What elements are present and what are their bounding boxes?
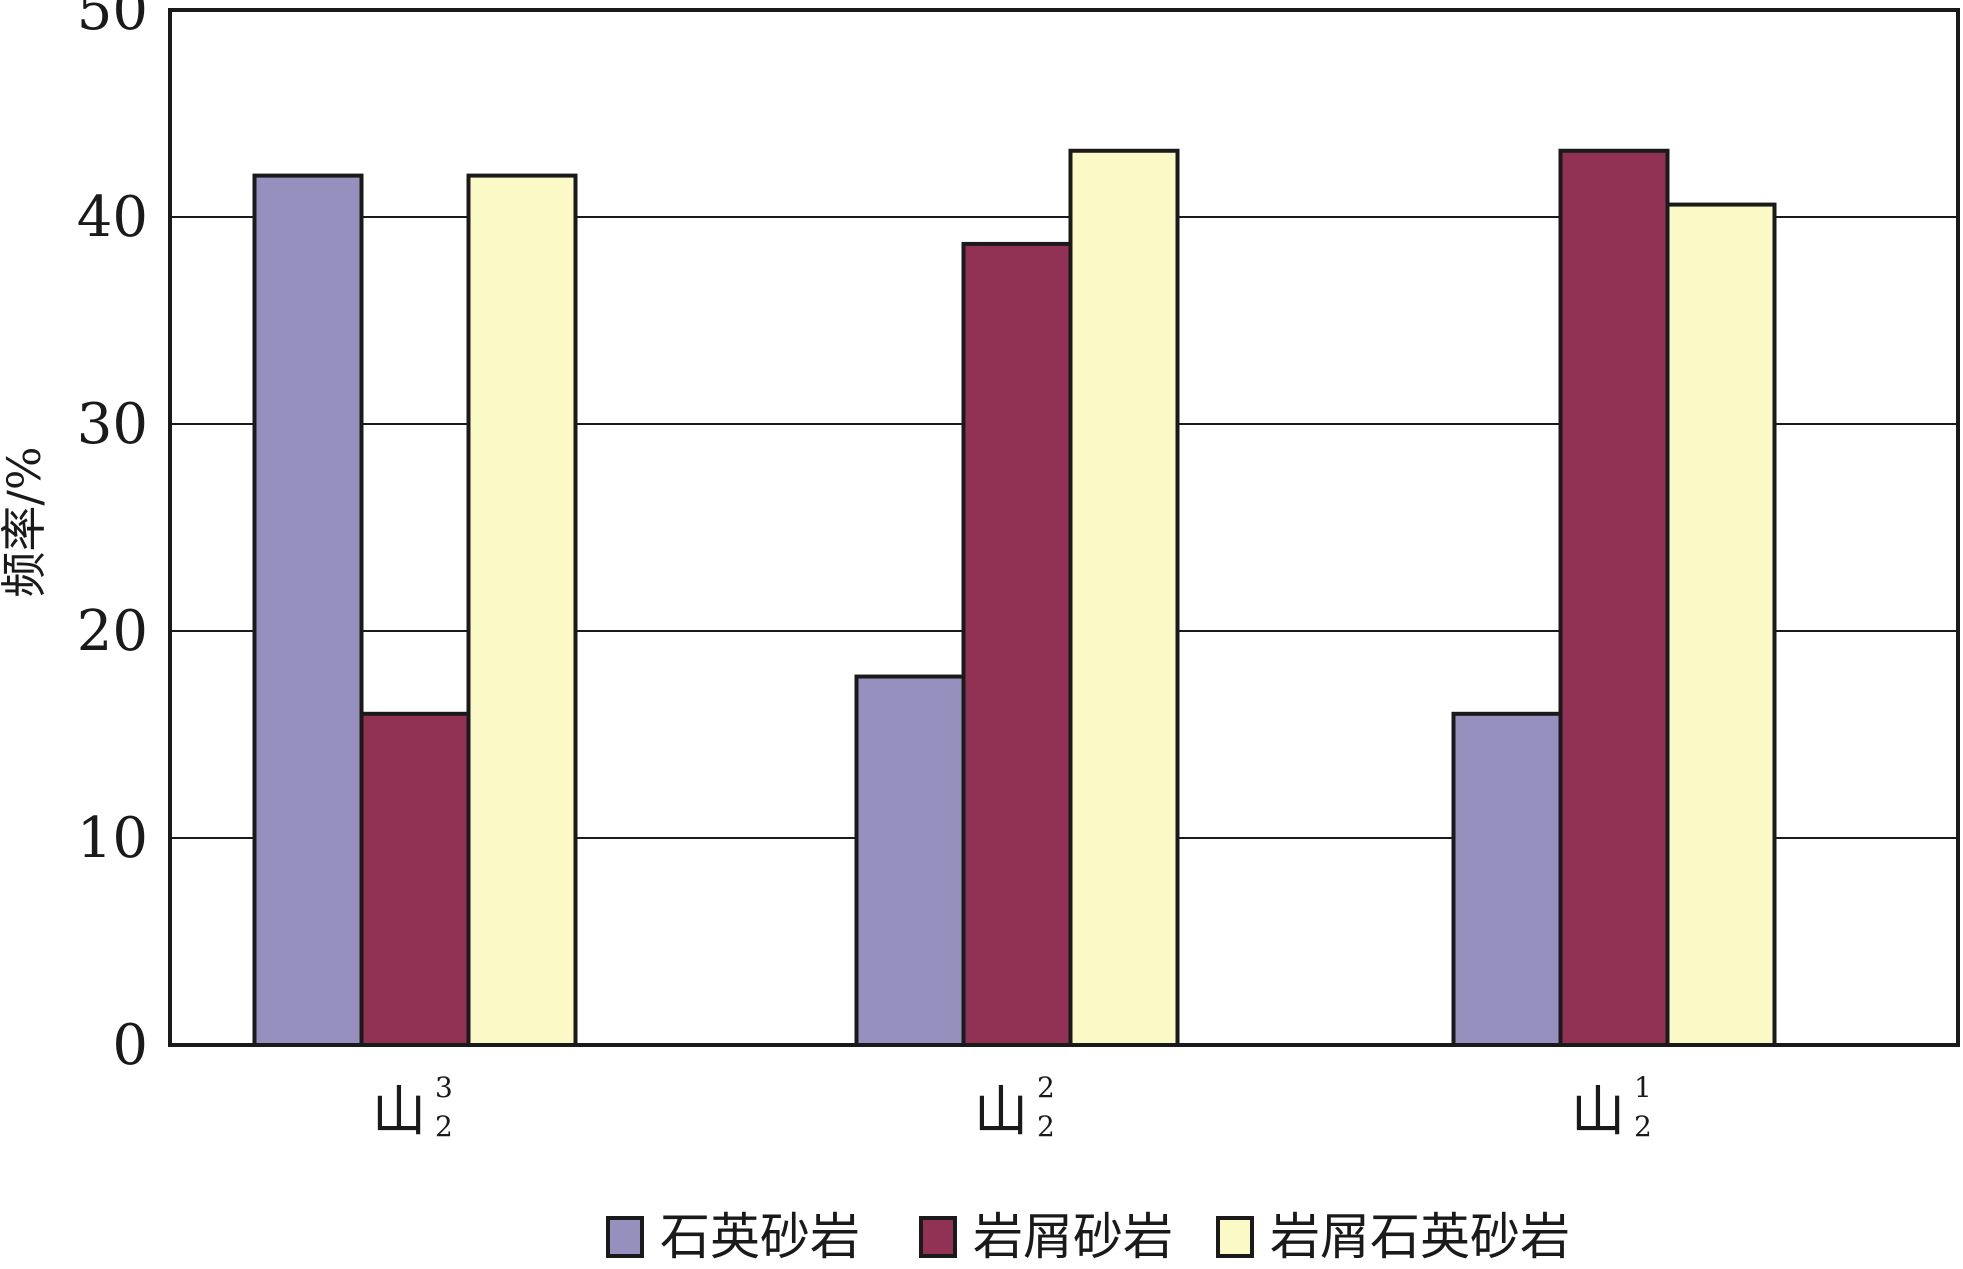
y-tick-label: 30: [77, 392, 148, 457]
x-category-labels: 山 32 山 22 山 12: [372, 1071, 1652, 1143]
bar: [961, 241, 1073, 1048]
legend-item: 岩屑砂岩: [919, 1208, 1173, 1266]
category-superscript: 2: [1037, 1071, 1055, 1104]
category-superscript: 3: [435, 1071, 453, 1104]
legend-label: 岩屑砂岩: [973, 1208, 1173, 1265]
category-main-text: 山: [974, 1080, 1028, 1143]
category-superscript: 1: [1634, 1071, 1652, 1104]
bar: [1665, 202, 1777, 1047]
y-tick-label: 40: [77, 185, 148, 250]
bar: [854, 674, 966, 1047]
category-subscript: 2: [1037, 1110, 1055, 1143]
bar: [1068, 148, 1180, 1047]
y-tick-label: 50: [77, 0, 148, 43]
bar: [466, 173, 578, 1048]
legend-swatch: [606, 1216, 644, 1258]
legend-item: 石英砂岩: [606, 1208, 860, 1266]
y-tick-label: 20: [77, 599, 148, 664]
category-main-text: 山: [1571, 1080, 1625, 1143]
category-subscript: 2: [435, 1110, 453, 1143]
legend: 石英砂岩 岩屑砂岩 岩屑石英砂岩: [606, 1208, 1570, 1266]
plot-frame: [168, 8, 1960, 1047]
bar: [359, 711, 471, 1047]
bar: [1451, 711, 1563, 1047]
x-category-label: 山 3 2: [372, 1071, 453, 1143]
bars: [252, 148, 1777, 1048]
y-tick-label: 10: [77, 806, 148, 871]
legend-swatch: [1216, 1216, 1254, 1258]
y-tick-labels: 0 10 20 30 40 50: [77, 0, 148, 1078]
bar: [1558, 148, 1670, 1047]
x-category-label: 山 2 2: [974, 1071, 1055, 1143]
category-subscript: 2: [1634, 1110, 1652, 1143]
x-category-label: 山 1 2: [1571, 1071, 1652, 1143]
bar: [252, 173, 364, 1048]
legend-item: 岩屑石英砂岩: [1216, 1208, 1570, 1266]
y-axis-label: 频率/%: [0, 446, 51, 597]
legend-label: 石英砂岩: [660, 1208, 860, 1265]
axes: [168, 8, 1960, 1047]
legend-swatch: [919, 1216, 957, 1258]
y-tick-label: 0: [112, 1013, 148, 1078]
legend-label: 岩屑石英砂岩: [1270, 1208, 1570, 1265]
category-main-text: 山: [372, 1080, 426, 1143]
